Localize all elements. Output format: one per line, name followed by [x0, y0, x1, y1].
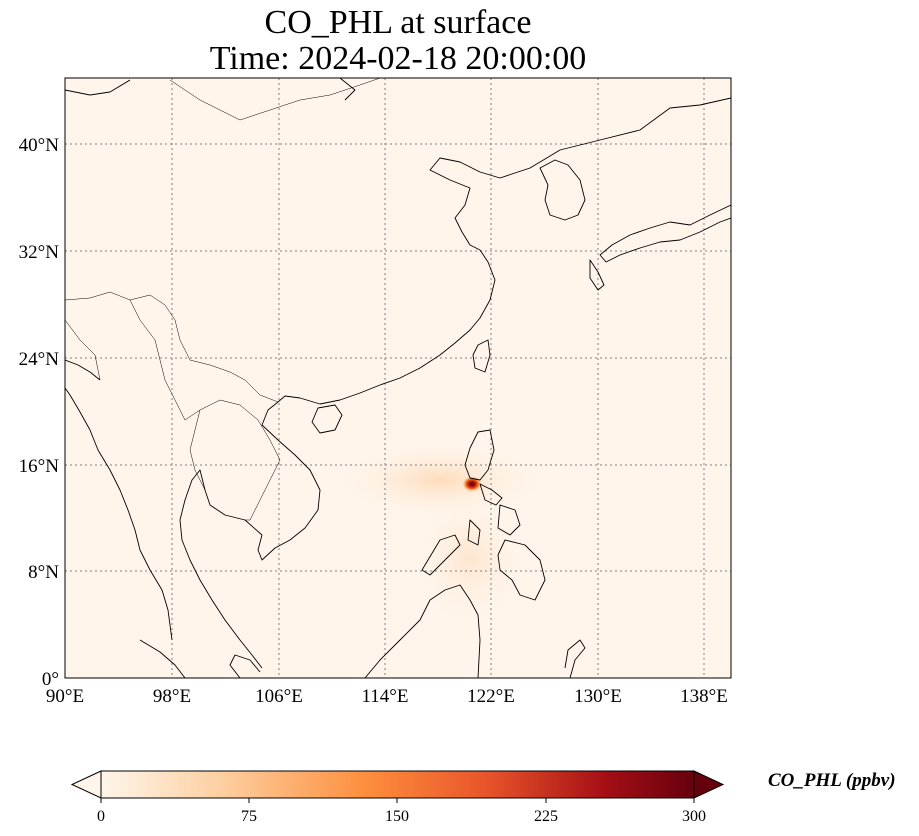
- colorbar-tick-label: 0: [97, 808, 105, 825]
- colorbar: 0 75 150 225 300: [70, 770, 725, 825]
- lat-tick-label: 32°N: [19, 242, 60, 263]
- lat-tick-label: 8°N: [28, 562, 59, 583]
- lat-tick-labels: 40°N 32°N 24°N 16°N 8°N 0°: [19, 135, 60, 690]
- colorbar-gradient: [101, 771, 694, 798]
- lon-tick-label: 130°E: [574, 686, 622, 707]
- map-title: CO_PHL at surface: [264, 4, 532, 41]
- plume-haze-south: [410, 490, 530, 630]
- country-borders: [65, 78, 381, 521]
- colorbar-tick-label: 300: [682, 808, 706, 825]
- lon-tick-label: 122°E: [467, 686, 515, 707]
- lat-tick-label: 16°N: [19, 456, 60, 477]
- colorbar-max-extend: [693, 770, 725, 799]
- map-subtitle-time: Time: 2024-02-18 20:00:00: [209, 40, 587, 77]
- coastlines: [65, 78, 731, 678]
- colorbar-tick-label: 75: [241, 808, 257, 825]
- lat-tick-label: 0°: [42, 669, 59, 690]
- colorbar-tick-label: 150: [385, 808, 409, 825]
- lon-tick-label: 138°E: [680, 686, 728, 707]
- lat-tick-label: 24°N: [19, 349, 60, 370]
- lon-tick-label: 98°E: [153, 686, 191, 707]
- gridlines: [65, 78, 731, 678]
- colorbar-tick-label: 225: [534, 808, 558, 825]
- lon-tick-label: 90°E: [46, 686, 84, 707]
- lat-tick-label: 40°N: [19, 135, 60, 156]
- colorbar-label: CO_PHL (ppbv): [768, 770, 896, 791]
- map-frame: [64, 77, 732, 679]
- lon-tick-labels: 90°E 98°E 106°E 114°E 122°E 130°E 138°E: [46, 686, 728, 707]
- co-hotspot: [462, 476, 482, 492]
- lon-tick-label: 114°E: [362, 686, 409, 707]
- map-background: [65, 78, 731, 678]
- colorbar-min-extend: [70, 770, 102, 799]
- lon-tick-label: 106°E: [255, 686, 303, 707]
